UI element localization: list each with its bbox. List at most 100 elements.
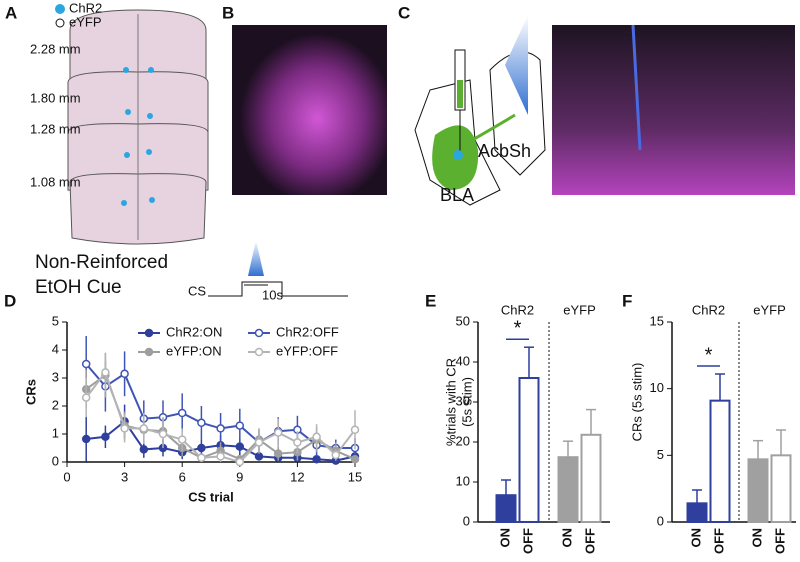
- level-label: 1.08 mm: [30, 174, 81, 189]
- y-tick-label: 30: [456, 393, 470, 408]
- x-tick-label: OFF: [711, 528, 726, 554]
- y-tick-label: 5: [52, 313, 59, 328]
- group-label: ChR2: [501, 302, 534, 317]
- bar: [709, 399, 731, 523]
- x-tick-label: 3: [121, 469, 128, 484]
- data-point: [350, 454, 360, 464]
- y-tick-label: 10: [456, 473, 470, 488]
- level-label: 1.80 mm: [30, 90, 81, 105]
- data-point: [197, 453, 206, 463]
- group-label: eYFP: [563, 302, 596, 317]
- protocol-title: Non-Reinforced: [35, 252, 168, 273]
- legend-marker: [144, 328, 154, 338]
- data-point: [216, 424, 225, 433]
- histology-image: [552, 25, 795, 195]
- x-tick-label: ON: [749, 528, 764, 548]
- x-axis-label: CS trial: [188, 489, 234, 504]
- y-tick-label: 50: [456, 313, 470, 328]
- level-label: 1.28 mm: [30, 121, 81, 136]
- data-point: [139, 424, 149, 433]
- panel-letter: E: [425, 291, 436, 310]
- y-tick-label: 0: [52, 453, 59, 468]
- data-point: [235, 457, 245, 467]
- legend-marker: [254, 328, 264, 338]
- data-point: [235, 421, 245, 430]
- region-label: AcbSh: [478, 141, 531, 161]
- injection-sites: [121, 67, 155, 206]
- fiber-track: [631, 24, 642, 151]
- y-tick-label: 15: [650, 313, 664, 328]
- protocol-duration: 10s: [262, 287, 283, 302]
- y-axis-label: CRs: [23, 379, 38, 405]
- bar: [557, 456, 579, 524]
- data-point: [81, 359, 91, 369]
- y-tick-label: 40: [456, 353, 470, 368]
- bar: [686, 502, 708, 524]
- y-tick-label: 5: [657, 447, 664, 462]
- bar: [747, 458, 769, 524]
- legend-label: eYFP:OFF: [276, 343, 338, 358]
- legend-marker: [55, 4, 65, 14]
- data-point: [139, 445, 149, 454]
- panel-letter: A: [5, 3, 17, 22]
- level-label: 2.28 mm: [30, 41, 81, 56]
- panel-letter: F: [622, 291, 632, 310]
- panel-letter: D: [4, 291, 16, 310]
- x-tick-label: OFF: [582, 528, 597, 554]
- bar: [495, 494, 517, 524]
- histology-image: [232, 25, 387, 195]
- protocol-title: EtOH Cue: [35, 277, 122, 298]
- y-tick-label: 1: [52, 425, 59, 440]
- legend-label: eYFP:ON: [166, 343, 222, 358]
- legend-label: eYFP: [69, 14, 102, 29]
- data-point: [120, 369, 129, 379]
- data-point: [120, 424, 129, 433]
- data-point: [350, 425, 360, 435]
- light-cone: [248, 240, 264, 276]
- x-tick-label: ON: [497, 528, 512, 548]
- data-point: [216, 452, 225, 461]
- legend-marker: [144, 347, 154, 357]
- panel-letter: C: [398, 3, 410, 22]
- region-label: BLA: [440, 185, 474, 205]
- data-point: [293, 438, 302, 447]
- x-tick-label: 15: [348, 469, 362, 484]
- data-point: [81, 434, 91, 444]
- brain-sections: [67, 9, 209, 245]
- y-tick-label: 3: [52, 369, 59, 384]
- x-tick-label: ON: [688, 528, 703, 548]
- x-tick-label: ON: [559, 528, 574, 548]
- x-tick-label: OFF: [772, 528, 787, 554]
- data-point: [101, 432, 110, 442]
- data-point: [331, 450, 341, 460]
- y-tick-label: 2: [52, 397, 59, 412]
- data-point: [177, 408, 187, 418]
- legend-label: ChR2:ON: [166, 324, 222, 339]
- y-tick-label: 0: [657, 513, 664, 528]
- bar: [518, 377, 540, 523]
- bar: [580, 433, 602, 523]
- significance-mark: *: [705, 344, 713, 366]
- data-point: [273, 449, 283, 458]
- group-label: ChR2: [692, 302, 725, 317]
- data-point: [254, 452, 264, 461]
- x-tick-label: 9: [236, 469, 243, 484]
- schematic: [414, 15, 546, 206]
- y-axis-label: CRs (5s stim): [629, 363, 644, 442]
- x-tick-label: 12: [290, 469, 304, 484]
- data-point: [177, 435, 187, 444]
- x-tick-label: 0: [63, 469, 70, 484]
- bar: [770, 454, 792, 524]
- y-axis-label: %trials with CR: [443, 358, 458, 446]
- data-point: [101, 368, 110, 377]
- legend-label: ChR2:OFF: [276, 324, 339, 339]
- data-point: [197, 418, 206, 428]
- data-point: [235, 442, 245, 451]
- data-point: [81, 393, 91, 402]
- legend-label: ChR2: [69, 0, 102, 15]
- data-point: [312, 432, 321, 442]
- significance-mark: *: [514, 317, 522, 339]
- data-point: [273, 428, 283, 437]
- y-tick-label: 0: [463, 513, 470, 528]
